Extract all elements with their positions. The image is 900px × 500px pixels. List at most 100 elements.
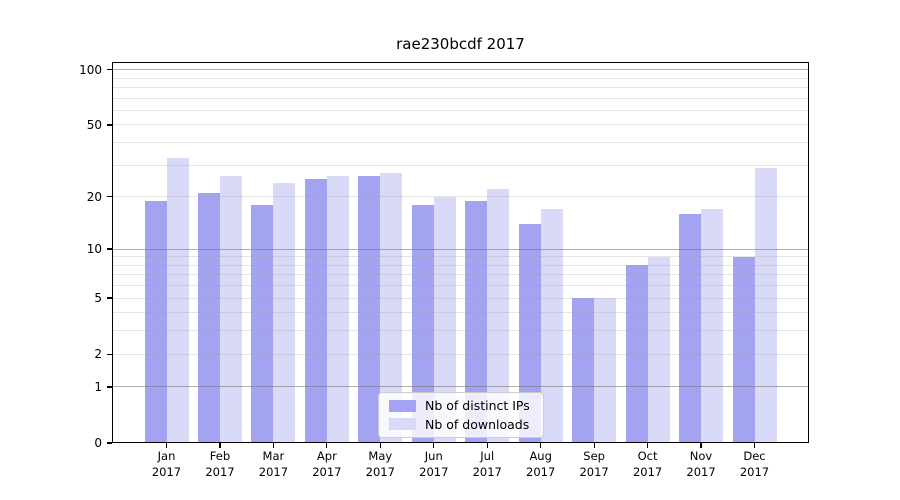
bar-distinct-ips-may: [358, 176, 381, 443]
y-tick-mark-50: [107, 124, 112, 126]
minor-gridline-60: [112, 109, 809, 111]
y-tick-mark-5: [107, 297, 112, 299]
y-tick-mark-1: [107, 386, 112, 388]
bar-downloads-jan: [166, 157, 189, 443]
minor-gridline-9: [112, 256, 809, 258]
bar-downloads-sep: [594, 298, 617, 443]
x-tick-year-oct: 2017: [632, 465, 663, 479]
y-tick-label-20: 20: [86, 189, 102, 204]
x-tick-mark-jun: [433, 443, 435, 448]
major-gridline-100: [112, 69, 809, 71]
minor-gridline-90: [112, 77, 809, 79]
x-tick-label-nov: Nov 2017: [669, 448, 733, 480]
x-tick-mark-jul: [486, 443, 488, 448]
bar-downloads-nov: [701, 209, 724, 443]
chart-title: rae230bcdf 2017: [396, 35, 525, 53]
legend: Nb of distinct IPs Nb of downloads: [378, 392, 544, 438]
x-tick-month-feb: Feb: [209, 449, 231, 463]
y-tick-mark-0: [107, 442, 112, 444]
x-tick-label-oct: Oct 2017: [616, 448, 680, 480]
minor-gridline-3: [112, 330, 809, 332]
minor-gridline-40: [112, 142, 809, 144]
x-tick-year-jan: 2017: [151, 465, 182, 479]
bar-downloads-feb: [219, 176, 242, 443]
x-tick-month-jul: Jul: [480, 449, 495, 463]
x-tick-label-dec: Dec 2017: [723, 448, 787, 480]
x-tick-month-jun: Jun: [424, 449, 443, 463]
y-tick-label-5: 5: [94, 291, 102, 306]
x-tick-mark-jan: [165, 443, 168, 448]
bar-downloads-mar: [273, 182, 296, 443]
bar-downloads-dec: [754, 167, 777, 443]
x-tick-mark-dec: [753, 443, 756, 448]
bar-distinct-ips-aug: [518, 223, 541, 443]
minor-gridline-50: [112, 124, 809, 126]
x-tick-year-aug: 2017: [526, 465, 556, 479]
bar-distinct-ips-dec: [732, 256, 755, 443]
y-tick-mark-20: [107, 196, 112, 198]
major-gridline-1: [112, 386, 809, 388]
plot-area: [112, 62, 809, 443]
minor-gridline-6: [112, 285, 809, 287]
x-tick-month-aug: Aug: [529, 449, 552, 463]
legend-entry-downloads: Nb of downloads: [389, 417, 535, 432]
legend-swatch-downloads: [389, 418, 416, 431]
bar-distinct-ips-feb: [197, 192, 220, 443]
bar-distinct-ips-oct: [625, 265, 648, 443]
legend-label-distinct-ips: Nb of distinct IPs: [425, 398, 530, 414]
bar-downloads-aug: [540, 209, 563, 443]
bar-downloads-apr: [326, 176, 349, 443]
x-tick-mark-oct: [646, 443, 649, 448]
y-tick-mark-100: [107, 69, 112, 71]
x-tick-mark-nov: [700, 443, 702, 448]
bar-distinct-ips-jul: [465, 200, 488, 443]
bar-distinct-ips-apr: [304, 179, 327, 443]
x-tick-label-feb: Feb 2017: [188, 448, 252, 480]
y-tick-label-10: 10: [86, 242, 102, 256]
x-tick-year-may: 2017: [365, 465, 395, 479]
x-tick-year-mar: 2017: [258, 465, 289, 479]
x-tick-mark-mar: [272, 443, 274, 448]
x-tick-year-apr: 2017: [312, 465, 342, 479]
bar-downloads-jul: [487, 189, 510, 443]
x-tick-mark-feb: [219, 443, 221, 448]
x-tick-label-apr: Apr 2017: [295, 448, 359, 480]
x-tick-month-nov: Nov: [689, 449, 713, 463]
bars-layer: [112, 62, 809, 443]
minor-gridline-30: [112, 164, 809, 166]
x-tick-label-aug: Aug 2017: [509, 448, 573, 480]
bar-distinct-ips-mar: [251, 204, 274, 443]
major-gridline-10: [112, 248, 809, 250]
minor-gridline-8: [112, 264, 809, 266]
bar-distinct-ips-jan: [144, 200, 167, 443]
x-tick-label-jan: Jan 2017: [135, 448, 199, 480]
bar-downloads-oct: [647, 256, 670, 443]
y-tick-label-100: 100: [79, 62, 102, 77]
x-tick-mark-sep: [593, 443, 595, 448]
minor-gridline-80: [112, 86, 809, 88]
bar-distinct-ips-sep: [572, 298, 595, 443]
legend-entry-distinct-ips: Nb of distinct IPs: [389, 398, 535, 413]
x-tick-mark-apr: [326, 443, 328, 448]
minor-gridline-4: [112, 312, 809, 314]
x-tick-label-jul: Jul 2017: [455, 448, 519, 480]
x-tick-label-mar: Mar 2017: [241, 448, 305, 480]
y-tick-label-2: 2: [94, 347, 102, 362]
x-tick-mark-may: [379, 443, 381, 448]
x-tick-month-may: May: [368, 449, 393, 463]
legend-label-downloads: Nb of downloads: [425, 416, 530, 432]
minor-gridline-5: [112, 297, 809, 299]
x-tick-label-may: May 2017: [348, 448, 412, 480]
x-tick-year-nov: 2017: [686, 465, 716, 479]
x-tick-year-dec: 2017: [739, 465, 770, 479]
y-tick-mark-2: [107, 353, 112, 355]
y-tick-mark-10: [107, 248, 112, 250]
x-tick-month-dec: Dec: [743, 449, 766, 463]
x-tick-label-jun: Jun 2017: [402, 448, 466, 480]
y-tick-label-0: 0: [94, 436, 102, 450]
y-tick-label-50: 50: [86, 117, 102, 132]
x-tick-year-jun: 2017: [419, 465, 449, 479]
minor-gridline-70: [112, 97, 809, 99]
minor-gridline-20: [112, 196, 809, 198]
